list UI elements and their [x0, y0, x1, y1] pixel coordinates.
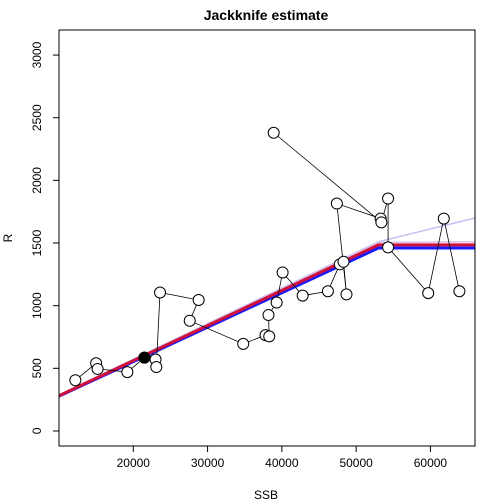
- y-axis-title: R: [1, 233, 15, 242]
- data-point-17: [296, 289, 309, 302]
- y-tick-label-1: 0: [30, 427, 44, 434]
- chart-title: Jackknife estimate: [204, 7, 329, 23]
- plot-inner: [59, 126, 475, 398]
- data-point-28: [437, 212, 450, 225]
- x-tick-label-1: 20000: [117, 456, 151, 470]
- data-point-1: [69, 374, 82, 387]
- plot-frame: [58, 29, 476, 447]
- data-point-25: [382, 192, 395, 205]
- data-point-27: [422, 287, 435, 300]
- plot-area: 20000 30000 40000 50000 60000 0 500 1000 1500 200…: [30, 29, 476, 470]
- data-point-9: [183, 314, 196, 327]
- x-axis-title: SSB: [254, 488, 278, 502]
- data-point-4: [121, 366, 134, 379]
- x-tick-label-5: 60000: [414, 456, 448, 470]
- data-point-13: [263, 330, 276, 343]
- data-point-22: [330, 197, 343, 210]
- data-point-11: [237, 337, 250, 350]
- observation-path: [75, 198, 460, 381]
- y-tick-label-2: 500: [30, 358, 44, 378]
- data-point-8: [154, 286, 167, 299]
- data-point-21: [340, 288, 353, 301]
- data-point-16: [276, 266, 289, 279]
- fit-line-4: [59, 243, 475, 398]
- data-point-30: [267, 126, 280, 139]
- data-point-14: [262, 309, 275, 322]
- observation-path-extra-1: [273, 132, 382, 223]
- data-point-10: [192, 294, 205, 307]
- data-point-15: [270, 296, 283, 309]
- x-tick-label-4: 50000: [339, 456, 373, 470]
- data-point-7: [150, 361, 163, 374]
- y-tick-label-6: 2500: [30, 104, 44, 131]
- data-point-26: [382, 241, 395, 254]
- data-point-18: [321, 285, 334, 298]
- data-point-29: [453, 285, 466, 298]
- data-point-3: [91, 362, 104, 375]
- y-tick-label-7: 3000: [30, 41, 44, 68]
- y-tick-label-4: 1500: [30, 229, 44, 256]
- data-point-20: [337, 255, 350, 268]
- highlighted-point: [138, 351, 151, 364]
- data-point-24: [375, 216, 388, 229]
- y-tick-label-3: 1000: [30, 292, 44, 319]
- x-tick-label-2: 30000: [191, 456, 225, 470]
- x-tick-label-3: 40000: [265, 456, 299, 470]
- y-tick-label-5: 2000: [30, 167, 44, 194]
- fit-line-3: [59, 246, 475, 398]
